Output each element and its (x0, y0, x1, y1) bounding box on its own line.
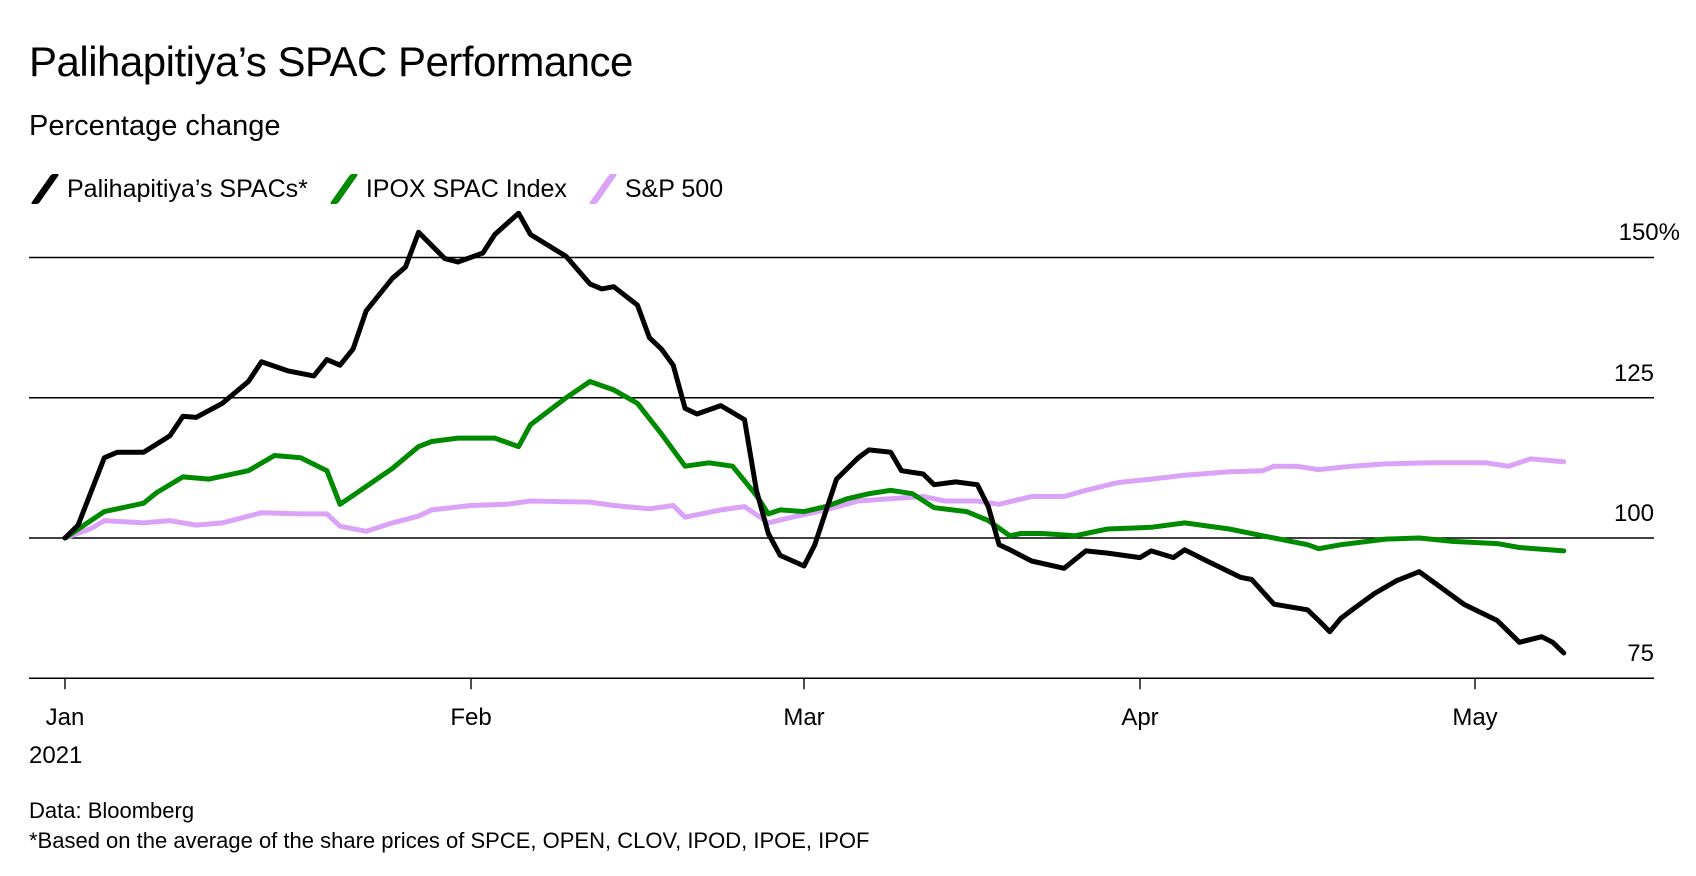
x-tick-sublabel: 2021 (29, 742, 82, 769)
legend-label: S&P 500 (624, 174, 724, 203)
legend-item-ipox: IPOX SPAC Index (328, 174, 567, 204)
x-tick-label: Jan (46, 704, 85, 731)
chart-title: Palihapitiya’s SPAC Performance (29, 38, 633, 85)
legend-item-palihapitiya: Palihapitiya’s SPACs* (29, 174, 308, 204)
x-tick-label: Apr (1121, 704, 1158, 731)
x-tick-label: May (1452, 704, 1497, 731)
x-tick-label: Mar (783, 704, 824, 731)
y-tick-label: 125 (1614, 360, 1654, 387)
y-tick-label: 75 (1627, 640, 1654, 667)
series-line-palihapitiya (62, 210, 1567, 656)
legend-label: IPOX SPAC Index (365, 174, 567, 203)
series-line-sp500 (62, 456, 1567, 541)
x-tick-label: Feb (450, 704, 491, 731)
y-tick-label: 150% (1619, 219, 1680, 246)
source-note: Data: Bloomberg (29, 798, 195, 823)
footnote: *Based on the average of the share price… (29, 828, 870, 853)
y-tick-label: 100 (1614, 500, 1654, 527)
chart-subtitle: Percentage change (29, 110, 281, 142)
legend: Palihapitiya’s SPACs* IPOX SPAC Index S&… (29, 174, 743, 204)
legend-item-sp500: S&P 500 (587, 174, 723, 204)
series-line-ipox (62, 379, 1567, 554)
legend-label: Palihapitiya’s SPACs* (67, 174, 308, 203)
